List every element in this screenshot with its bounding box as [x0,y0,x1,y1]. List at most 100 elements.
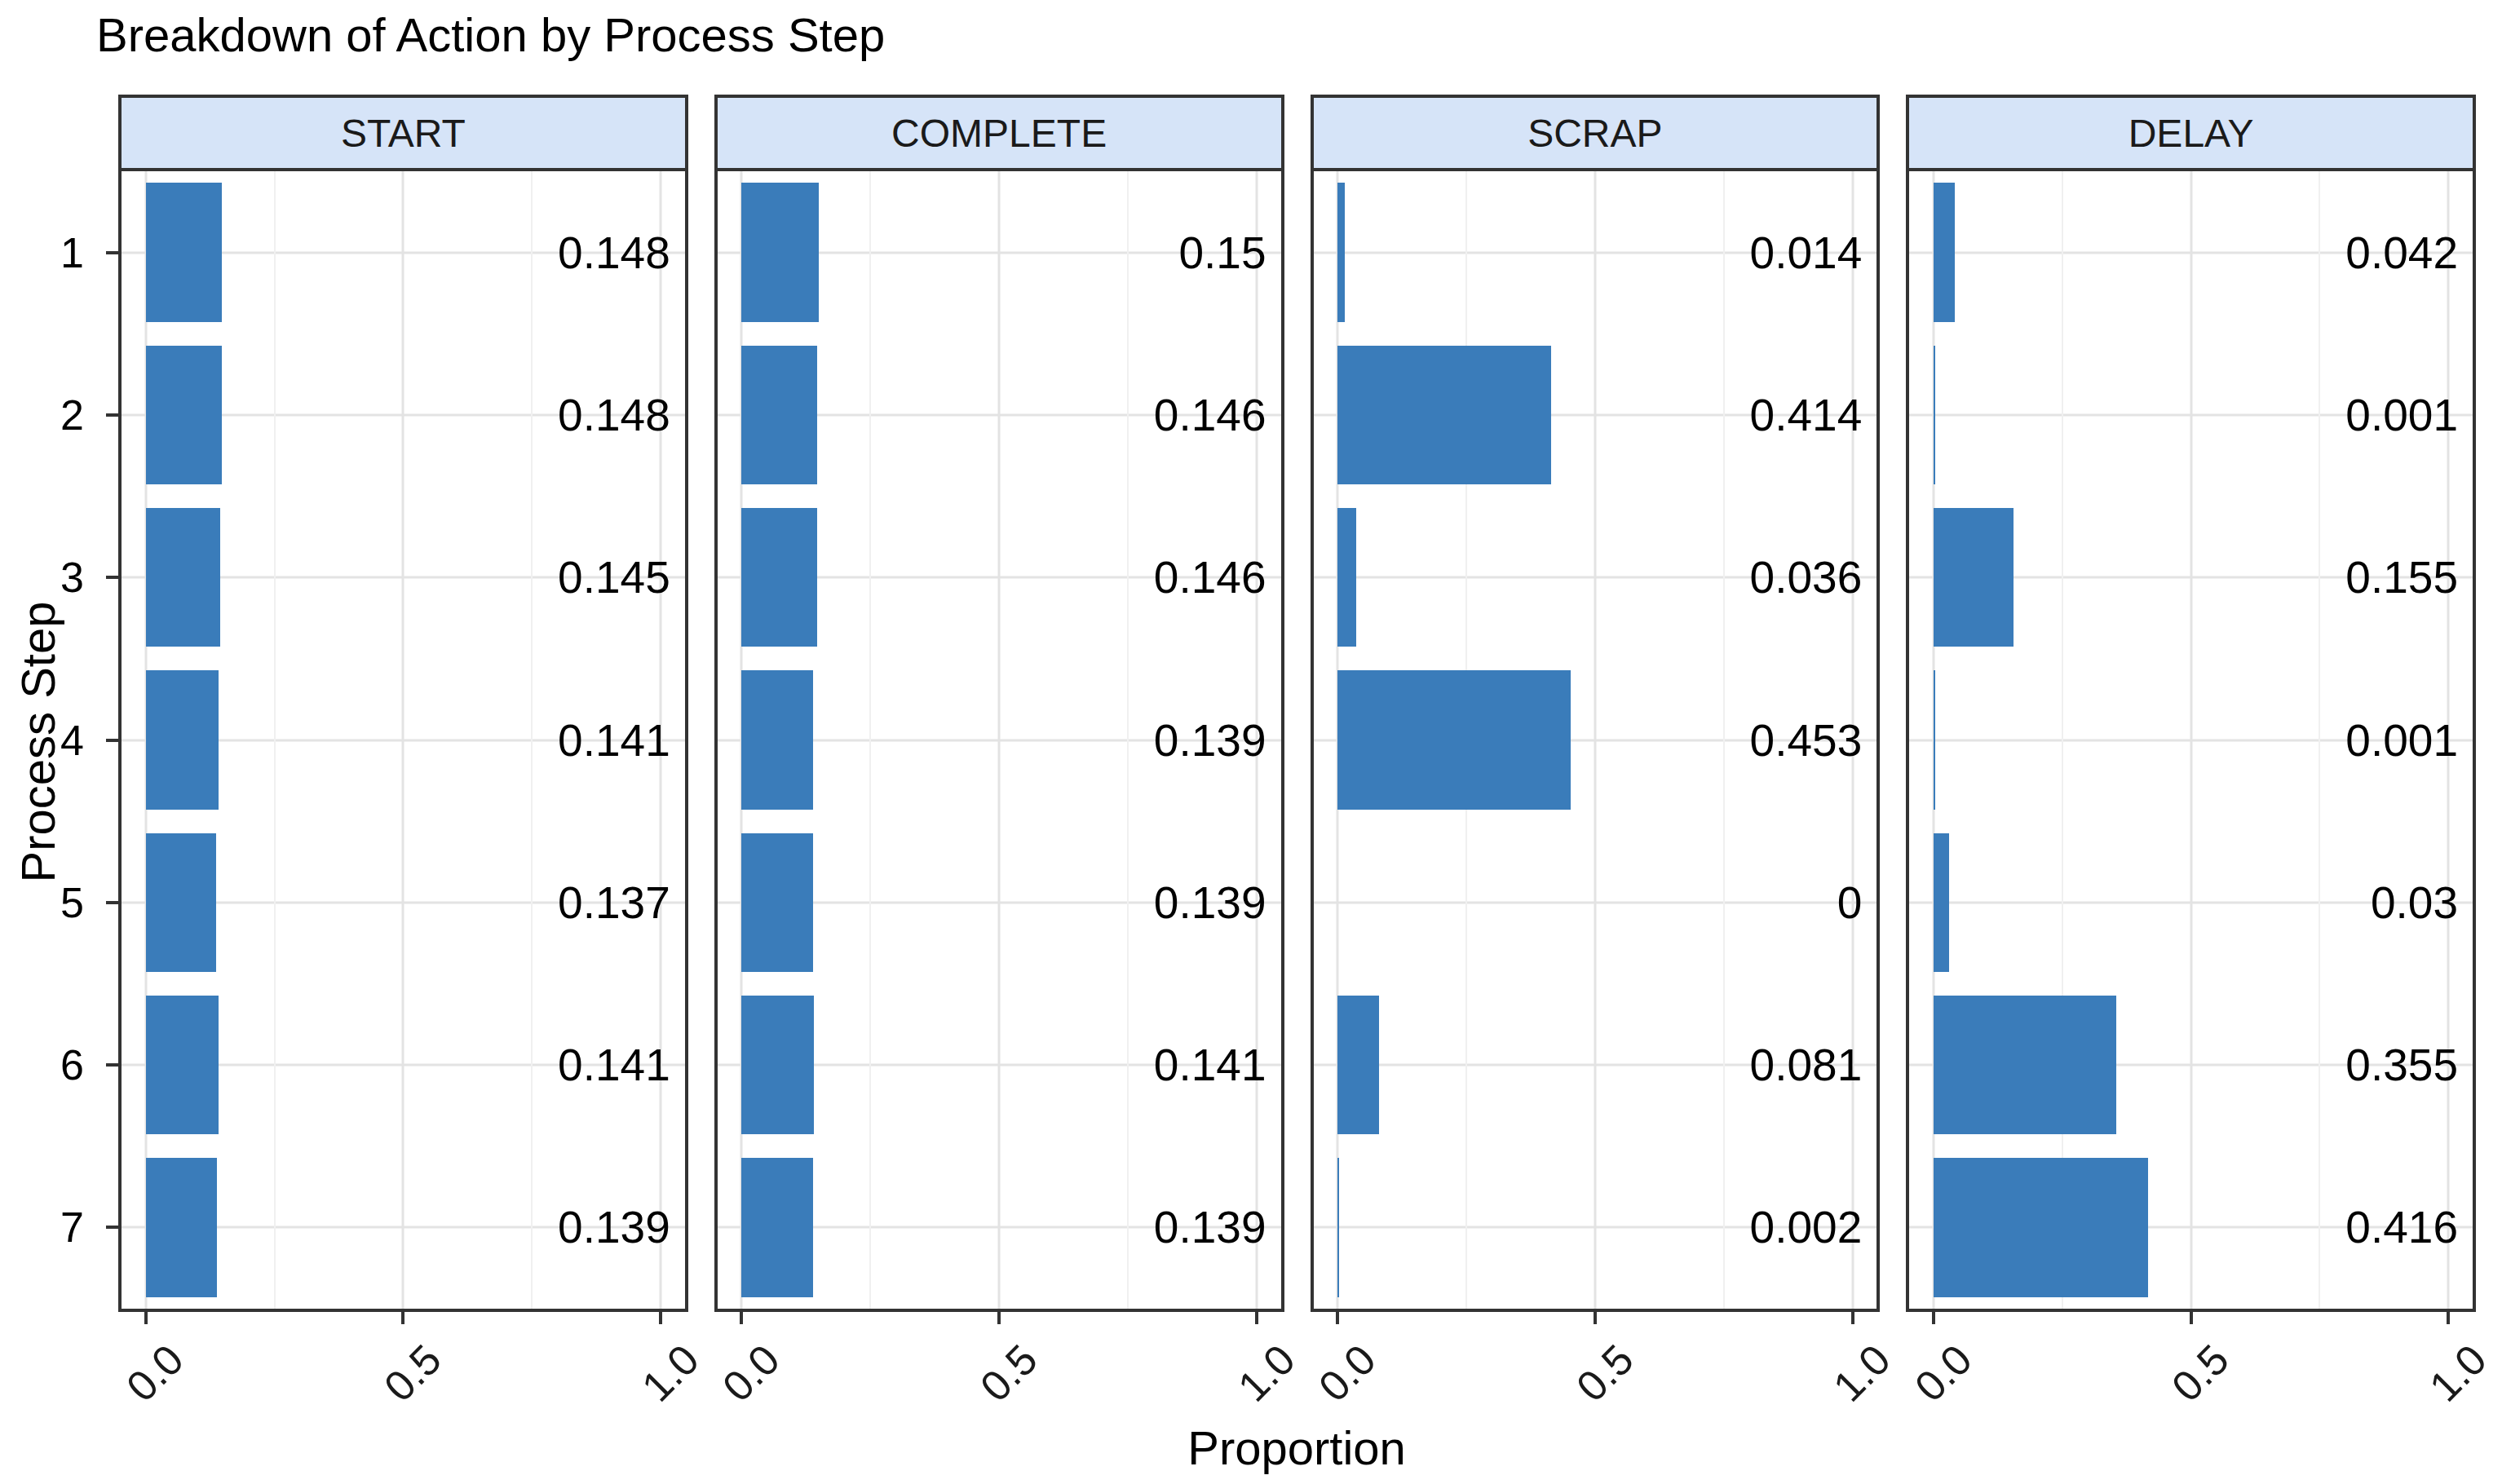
bar [146,670,219,809]
bar [1337,508,1356,647]
bar-value-label: 0.141 [558,1039,670,1091]
y-tick-label: 3 [60,553,84,602]
gridline-vertical-major [402,171,404,1309]
bar [146,508,221,647]
bar-value-label: 0.148 [558,389,670,441]
gridline-vertical-major [1594,171,1596,1309]
x-axis: 0.00.51.0 [718,1312,1281,1434]
x-axis-title: Proportion [1187,1420,1406,1475]
bar-value-label: 0.155 [2345,551,2458,603]
y-axis: 1234567 [0,171,118,1309]
facet-panel: 0.1480.1480.1450.1410.1370.1410.139 [118,171,688,1312]
bar-value-label: 0.042 [2345,227,2458,279]
faceted-bar-chart: Breakdown of Action by Process Step Proc… [0,0,2502,1484]
facet-panel: 0.014 0.414 0.036 0.453 0 0.081 0.002 [1311,171,1881,1312]
x-tick-mark [659,1312,662,1324]
facet-complete: COMPLETE0.150.1460.1460.1390.1390.1410.1… [714,95,1284,1434]
bar-value-label: 0.414 [1750,389,1863,441]
bar-value-label: 0.014 [1750,227,1863,279]
y-tick-mark [106,413,118,417]
bar-value-label: 0.146 [1154,551,1266,603]
chart-title: Breakdown of Action by Process Step [96,7,885,64]
bar [1934,670,1935,809]
gridline-vertical-minor [274,171,276,1309]
bar [146,996,219,1134]
bar-value-label: 0.036 [1750,551,1863,603]
bar-value-label: 0.139 [1154,877,1266,929]
y-tick-label: 6 [60,1040,84,1089]
bar [741,670,813,809]
bar-value-label: 0.141 [1154,1039,1266,1091]
y-tick-label: 4 [60,716,84,765]
facet-strip-label: START [118,95,688,171]
bar-value-label: 0.453 [1750,714,1863,766]
x-tick-mark [401,1312,404,1324]
facet-strip-label: DELAY [1906,95,2476,171]
x-axis: 0.00.51.0 [1314,1312,1877,1434]
x-tick-mark [997,1312,1001,1324]
gridline-vertical-minor [1723,171,1725,1309]
x-tick-mark [2190,1312,2193,1324]
bar-value-label: 0.137 [558,877,670,929]
x-tick-mark [2447,1312,2450,1324]
gridline-vertical-minor [1127,171,1129,1309]
y-tick-mark [106,251,118,254]
bar [1337,670,1571,809]
bar-value-label: 0.001 [2345,389,2458,441]
x-tick-label: 1.0 [1823,1335,1900,1411]
facet-panel: 0.0420.0010.1550.0010.030.3550.416 [1906,171,2476,1312]
y-tick-label: 1 [60,228,84,277]
y-tick-mark [106,1226,118,1229]
gridline-vertical-minor [869,171,871,1309]
x-tick-mark [740,1312,743,1324]
bar-value-label: 0.139 [1154,714,1266,766]
x-tick-label: 0.5 [2163,1335,2239,1411]
bar [146,346,222,484]
bar-value-label: 0.141 [558,714,670,766]
bar-value-label: 0.001 [2345,714,2458,766]
x-tick-label: 1.0 [632,1335,709,1411]
y-tick-mark [106,576,118,579]
bar [741,996,814,1134]
bar-value-label: 0.081 [1750,1039,1863,1091]
gridline-vertical-minor [531,171,533,1309]
y-tick-label: 5 [60,878,84,927]
y-tick-mark [106,901,118,904]
x-tick-mark [1336,1312,1339,1324]
bar [146,183,222,321]
bar [1934,183,1956,321]
bar [1337,346,1550,484]
bar-value-label: 0.002 [1750,1201,1863,1253]
bar-value-label: 0.139 [1154,1201,1266,1253]
bar [1337,1158,1339,1296]
bar-value-label: 0 [1837,877,1863,929]
facet-delay: DELAY0.0420.0010.1550.0010.030.3550.4160… [1906,95,2476,1434]
x-tick-mark [1594,1312,1597,1324]
facet-panels: START0.1480.1480.1450.1410.1370.1410.139… [118,95,2476,1434]
x-tick-mark [1255,1312,1258,1324]
facet-scrap: SCRAP0.0140.4140.0360.45300.0810.0020.00… [1311,95,1881,1434]
bar [741,183,819,321]
facet-strip-label: COMPLETE [714,95,1284,171]
x-axis: 0.00.51.0 [1909,1312,2473,1434]
bar-value-label: 0.355 [2345,1039,2458,1091]
bar [741,508,816,647]
x-tick-label: 0.5 [374,1335,451,1411]
x-tick-mark [1932,1312,1935,1324]
gridline-vertical-minor [2319,171,2320,1309]
gridline-vertical-major [2190,171,2192,1309]
bar [1934,1158,2148,1296]
x-tick-mark [144,1312,148,1324]
y-tick-mark [106,1063,118,1067]
x-tick-label: 0.0 [1905,1335,1982,1411]
bar [741,1158,813,1296]
bar [741,833,813,972]
bar [741,346,816,484]
bar-value-label: 0.416 [2345,1201,2458,1253]
x-tick-label: 0.0 [117,1335,194,1411]
x-tick-label: 1.0 [1228,1335,1305,1411]
x-tick-label: 0.5 [970,1335,1047,1411]
x-tick-label: 0.0 [713,1335,789,1411]
bar [1934,508,2014,647]
gridline-vertical-minor [2062,171,2063,1309]
